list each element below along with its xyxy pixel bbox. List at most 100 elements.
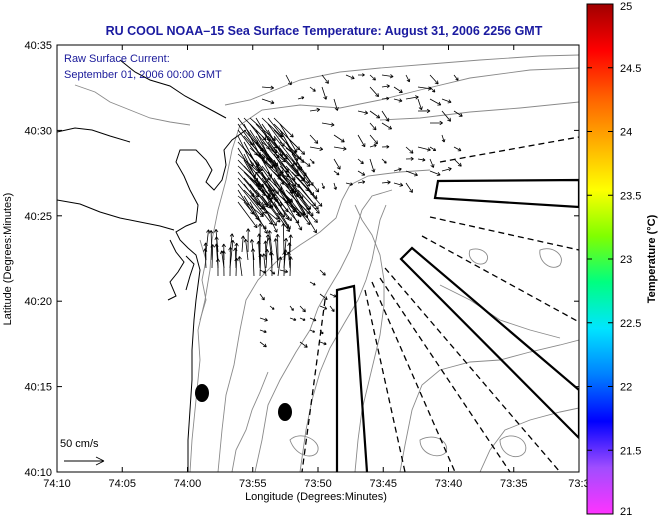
- current-vector: [405, 182, 413, 193]
- y-axis: 40:35 40:30 40:25 40:20 40:15 40:10: [24, 40, 579, 479]
- current-vector: [267, 230, 273, 253]
- coastline-path: [185, 255, 195, 291]
- current-vector: [233, 247, 238, 269]
- track-box-vertical: [335, 284, 369, 472]
- colorbar-tick-label: 23: [620, 254, 632, 266]
- current-vector: [369, 158, 376, 173]
- bathymetry-contour: [399, 339, 579, 472]
- current-vector: [249, 201, 268, 234]
- current-vector: [309, 86, 316, 92]
- current-vector: [250, 248, 256, 277]
- current-vector: [261, 253, 267, 277]
- current-vector: [417, 157, 426, 162]
- current-vector: [269, 269, 276, 275]
- radial-line: [301, 299, 326, 472]
- current-vector: [429, 158, 435, 168]
- coastline: [57, 59, 247, 472]
- current-vector: [345, 182, 353, 186]
- colorbar-tick-label: 22.5: [620, 318, 641, 330]
- current-vector: [214, 236, 219, 261]
- current-vector: [405, 74, 411, 83]
- current-vector: [393, 86, 403, 94]
- current-vector: [246, 228, 251, 253]
- current-vector: [441, 98, 452, 104]
- y-tick-label: 40:15: [24, 382, 52, 394]
- current-vector: [405, 156, 414, 161]
- current-vector: [417, 98, 423, 111]
- current-vector: [441, 110, 452, 122]
- current-vector: [297, 177, 323, 207]
- x-tick-label: 73:3: [568, 478, 589, 490]
- current-vector: [321, 86, 328, 100]
- current-vector: [261, 98, 275, 105]
- current-vector: [279, 269, 289, 274]
- radial-line: [384, 267, 561, 472]
- y-tick-label: 40:30: [24, 125, 52, 137]
- current-vector: [309, 281, 316, 286]
- bathymetry-contour: [439, 284, 561, 339]
- current-vector: [289, 305, 294, 311]
- current-vector: [381, 74, 394, 79]
- current-vector: [282, 251, 287, 277]
- x-tick-label: 73:45: [369, 478, 397, 490]
- current-vector: [369, 143, 377, 148]
- bathymetry-contour: [74, 84, 191, 126]
- bathymetry-contour: [354, 204, 385, 472]
- annotation-line-2: September 01, 2006 00:00 GMT: [64, 69, 222, 81]
- current-vector: [393, 167, 402, 172]
- current-vector: [357, 134, 366, 148]
- x-axis: 74:10 74:05 74:00 73:55 73:50 73:45 73:40 73:35…: [43, 45, 590, 490]
- current-vector: [333, 170, 340, 176]
- bathymetry-contour: [289, 435, 319, 457]
- current-vector: [405, 95, 419, 100]
- current-vector: [381, 96, 390, 101]
- current-vector: [259, 269, 266, 274]
- current-vector: [333, 98, 339, 111]
- current-vector: [273, 117, 294, 138]
- colorbar-label: Temperature (°C): [646, 214, 658, 303]
- bathymetry-contour: [189, 67, 579, 472]
- current-vector: [357, 73, 365, 77]
- current-vector: [285, 74, 292, 86]
- current-vector: [264, 248, 270, 269]
- current-vector: [281, 223, 286, 253]
- y-tick-label: 40:35: [24, 40, 52, 52]
- current-vector: [309, 317, 317, 322]
- current-vector: [429, 120, 443, 126]
- current-vector: [299, 305, 306, 313]
- track-box-diagonal: [399, 246, 579, 440]
- radial-line: [364, 289, 406, 472]
- x-tick-label: 74:00: [174, 478, 202, 490]
- current-vector: [429, 170, 441, 176]
- bathymetry-contour: [199, 239, 207, 321]
- x-tick-label: 73:35: [500, 478, 528, 490]
- current-vector: [256, 240, 261, 269]
- current-vector: [319, 293, 328, 300]
- current-vector: [273, 238, 279, 269]
- x-tick-label: 74:05: [108, 478, 136, 490]
- scale-arrow: [64, 456, 105, 466]
- current-vector: [309, 107, 321, 113]
- current-vector: [259, 329, 267, 334]
- current-vector: [369, 122, 377, 131]
- current-vector: [299, 341, 308, 348]
- coastline-path: [57, 199, 175, 231]
- bathymetry-contour: [231, 371, 269, 472]
- current-vector: [309, 134, 319, 144]
- current-vector: [441, 167, 452, 172]
- current-vector: [257, 223, 263, 253]
- current-vector: [255, 201, 281, 223]
- current-vector: [405, 146, 414, 154]
- bathymetry-contour: [224, 54, 579, 106]
- station-marker: [195, 384, 209, 402]
- current-vector: [381, 158, 387, 164]
- current-vector: [357, 110, 369, 115]
- map-plot-area: Raw Surface Current: September 01, 2006 …: [56, 44, 580, 473]
- current-vector: [261, 201, 278, 233]
- current-vector: [369, 110, 381, 119]
- current-vector: [263, 240, 268, 261]
- current-vector: [333, 134, 345, 143]
- current-vector: [381, 110, 390, 122]
- current-vector: [259, 293, 265, 301]
- current-vector: [453, 158, 462, 167]
